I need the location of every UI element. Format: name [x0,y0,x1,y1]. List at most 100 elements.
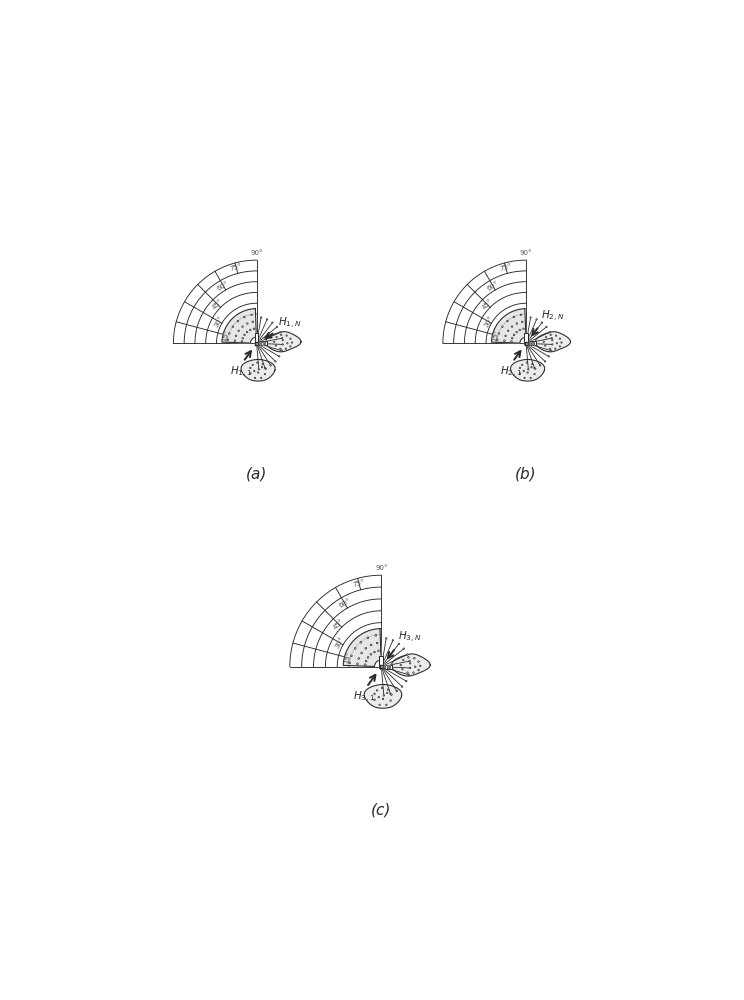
Polygon shape [524,333,528,344]
Circle shape [420,665,421,667]
Circle shape [418,661,420,662]
Circle shape [535,368,536,369]
Polygon shape [510,359,545,381]
Circle shape [549,348,551,349]
Circle shape [524,377,525,379]
Circle shape [551,350,552,351]
Circle shape [242,337,243,339]
Circle shape [496,339,498,341]
Circle shape [378,650,379,652]
Circle shape [282,344,283,345]
Text: 45°: 45° [211,298,224,311]
Circle shape [523,370,525,372]
Circle shape [246,323,248,324]
Circle shape [260,377,262,379]
Polygon shape [379,665,383,668]
Circle shape [242,326,243,327]
Circle shape [498,333,500,334]
Circle shape [281,337,283,339]
Circle shape [554,348,556,349]
Text: (a): (a) [246,466,267,482]
Polygon shape [343,629,381,666]
Circle shape [519,367,521,369]
Circle shape [403,659,404,661]
Text: 60°: 60° [217,280,230,291]
Circle shape [278,356,280,357]
Circle shape [272,322,273,323]
Circle shape [504,335,507,337]
Text: 15°: 15° [343,651,352,664]
Circle shape [250,367,251,369]
Circle shape [286,335,287,336]
Circle shape [407,672,408,673]
Circle shape [237,320,239,322]
Polygon shape [533,342,534,345]
Circle shape [550,334,551,336]
Circle shape [556,335,557,336]
Text: 45°: 45° [481,298,494,311]
Circle shape [402,668,403,670]
Circle shape [252,321,254,323]
Text: $H_{3,1}$: $H_{3,1}$ [353,690,376,705]
Circle shape [282,340,283,341]
Circle shape [265,368,266,369]
Circle shape [530,377,531,379]
Circle shape [551,337,553,339]
Circle shape [559,346,561,347]
Circle shape [289,338,291,339]
Circle shape [376,690,378,691]
Circle shape [551,344,553,345]
Circle shape [382,687,383,689]
Circle shape [378,696,379,698]
Circle shape [375,634,376,636]
Circle shape [373,699,375,700]
Circle shape [280,334,282,336]
Polygon shape [261,342,263,345]
Circle shape [386,692,388,694]
Circle shape [264,367,266,369]
Polygon shape [387,665,388,668]
Polygon shape [530,342,532,345]
Circle shape [519,329,521,331]
Circle shape [545,336,547,338]
Circle shape [254,377,256,379]
Circle shape [266,319,268,320]
Text: 75°: 75° [499,263,513,272]
Text: 30°: 30° [334,636,346,650]
Circle shape [368,657,369,658]
Circle shape [392,640,394,641]
Circle shape [365,660,367,662]
Polygon shape [525,341,536,345]
Circle shape [373,651,375,653]
Polygon shape [259,342,260,345]
Text: (c): (c) [371,802,391,817]
Circle shape [409,663,411,664]
Circle shape [531,363,533,365]
Circle shape [523,328,525,330]
Circle shape [385,704,387,706]
Circle shape [379,704,380,706]
Circle shape [383,695,385,696]
Circle shape [274,341,275,342]
Circle shape [246,331,248,333]
Circle shape [280,348,281,349]
Circle shape [398,643,400,645]
Circle shape [403,648,405,649]
Text: 90°: 90° [250,250,263,256]
Polygon shape [266,332,301,352]
Circle shape [360,641,362,643]
Circle shape [227,339,228,341]
Circle shape [264,373,266,375]
Polygon shape [255,342,258,345]
Circle shape [244,334,246,336]
Circle shape [275,361,276,362]
Circle shape [501,326,503,327]
Polygon shape [525,342,527,345]
Circle shape [530,317,531,318]
Circle shape [549,332,551,333]
Circle shape [257,372,259,373]
Circle shape [243,316,245,318]
Circle shape [548,356,549,357]
Circle shape [257,362,258,363]
Circle shape [385,638,387,639]
